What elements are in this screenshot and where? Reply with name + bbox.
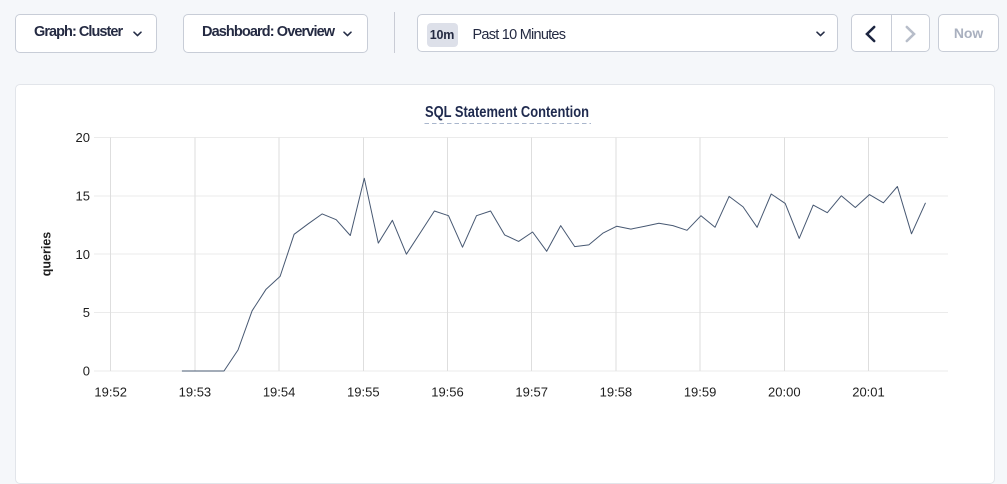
svg-text:19:59: 19:59 bbox=[684, 385, 717, 400]
svg-text:0: 0 bbox=[83, 364, 90, 379]
svg-text:5: 5 bbox=[83, 305, 90, 320]
svg-text:SQL Statement Contention: SQL Statement Contention bbox=[425, 104, 589, 121]
svg-text:19:52: 19:52 bbox=[94, 385, 127, 400]
svg-text:20:01: 20:01 bbox=[852, 385, 885, 400]
svg-text:19:56: 19:56 bbox=[431, 385, 464, 400]
svg-text:15: 15 bbox=[76, 188, 90, 203]
svg-text:19:57: 19:57 bbox=[515, 385, 548, 400]
svg-text:19:55: 19:55 bbox=[347, 385, 380, 400]
svg-text:queries: queries bbox=[40, 232, 54, 277]
svg-text:19:54: 19:54 bbox=[263, 385, 296, 400]
svg-text:19:53: 19:53 bbox=[179, 385, 212, 400]
svg-text:20:00: 20:00 bbox=[768, 385, 801, 400]
svg-text:19:58: 19:58 bbox=[600, 385, 633, 400]
svg-text:20: 20 bbox=[76, 130, 90, 145]
svg-text:10: 10 bbox=[76, 247, 90, 262]
